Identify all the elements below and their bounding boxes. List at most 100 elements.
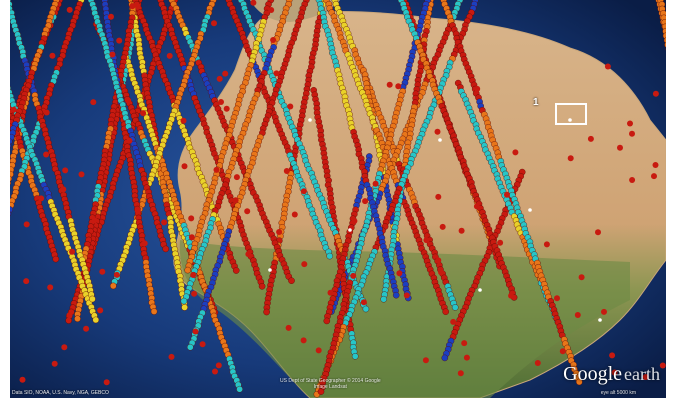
track-point bbox=[326, 252, 334, 260]
station-marker bbox=[348, 228, 352, 232]
track-point bbox=[435, 257, 442, 264]
track-point bbox=[161, 219, 168, 226]
track-point bbox=[233, 174, 240, 181]
track-point bbox=[140, 110, 147, 117]
track-point bbox=[300, 188, 307, 195]
map-view[interactable]: 1 US Dept of State Geographer © 2014 Goo… bbox=[10, 0, 666, 398]
track-point bbox=[60, 186, 67, 193]
track-point bbox=[595, 229, 601, 236]
station-marker bbox=[598, 318, 602, 322]
track-point bbox=[61, 344, 68, 351]
track-point bbox=[78, 171, 85, 178]
track-point bbox=[236, 385, 243, 393]
track-point bbox=[508, 292, 515, 299]
track-point bbox=[392, 291, 400, 299]
track-point bbox=[617, 144, 623, 151]
track-point bbox=[504, 191, 510, 198]
logo-product: earth bbox=[624, 364, 660, 384]
track-point bbox=[372, 180, 379, 187]
track-point bbox=[258, 282, 266, 290]
track-point bbox=[268, 7, 275, 13]
satellite-tracks bbox=[10, 0, 666, 398]
track-point bbox=[89, 295, 96, 303]
track-point bbox=[627, 120, 633, 127]
track-point bbox=[23, 221, 30, 228]
track-point bbox=[659, 362, 666, 369]
track-point bbox=[601, 308, 607, 315]
track-point bbox=[223, 105, 230, 112]
track-point bbox=[69, 248, 76, 255]
track-point bbox=[396, 270, 403, 277]
track-point bbox=[473, 203, 480, 210]
track-point bbox=[423, 237, 430, 244]
track-point bbox=[362, 305, 370, 313]
track-point bbox=[66, 6, 73, 13]
track-point bbox=[83, 325, 90, 332]
track-point bbox=[66, 312, 73, 319]
track-point bbox=[442, 308, 450, 316]
track-point bbox=[116, 37, 123, 44]
track-point bbox=[291, 211, 298, 218]
track-point bbox=[181, 163, 188, 170]
track-point bbox=[113, 271, 120, 278]
track-point bbox=[97, 307, 104, 314]
track-point bbox=[213, 166, 220, 173]
track-point bbox=[188, 215, 195, 222]
track-point bbox=[150, 308, 158, 315]
track-point bbox=[10, 85, 11, 91]
track-point bbox=[10, 211, 12, 217]
track-point bbox=[162, 245, 169, 253]
track-point bbox=[578, 274, 585, 281]
track-point bbox=[19, 376, 26, 383]
track-point bbox=[126, 137, 133, 144]
track-point bbox=[62, 167, 69, 174]
track-point bbox=[315, 347, 322, 354]
track-point bbox=[567, 155, 574, 162]
track-point bbox=[51, 360, 58, 367]
track-point bbox=[629, 130, 635, 137]
region-highlight-box[interactable] bbox=[555, 103, 587, 125]
track-point bbox=[323, 317, 331, 325]
track-point bbox=[129, 3, 136, 10]
google-earth-logo: Google earth bbox=[563, 363, 660, 386]
track-point bbox=[65, 317, 73, 324]
track-point bbox=[283, 168, 290, 174]
track-point bbox=[188, 234, 195, 241]
station-marker bbox=[528, 208, 532, 212]
track-point bbox=[512, 149, 519, 156]
track-point bbox=[474, 85, 481, 92]
track-point bbox=[450, 318, 457, 325]
track-point bbox=[497, 239, 504, 246]
track-point bbox=[439, 223, 446, 230]
track-point bbox=[108, 13, 114, 20]
track-point bbox=[92, 316, 100, 324]
track-point bbox=[199, 341, 206, 348]
track-point bbox=[141, 240, 148, 247]
track-point bbox=[651, 173, 657, 180]
track-point bbox=[10, 175, 12, 182]
track-point bbox=[380, 295, 388, 303]
track-point bbox=[10, 206, 13, 213]
track-point bbox=[270, 37, 277, 43]
track-point bbox=[191, 290, 198, 297]
station-marker bbox=[308, 118, 312, 122]
track-point bbox=[461, 340, 468, 347]
track-point bbox=[351, 218, 358, 224]
track-point bbox=[395, 83, 402, 90]
satellite-map bbox=[10, 0, 666, 398]
track-point bbox=[215, 362, 222, 369]
track-point bbox=[134, 3, 141, 9]
track-point bbox=[574, 312, 581, 318]
track-point bbox=[125, 97, 132, 104]
eye-altitude-readout: eye alt 5000 km bbox=[600, 390, 636, 396]
track-point bbox=[190, 272, 197, 278]
track-point bbox=[166, 52, 173, 59]
track-point bbox=[609, 352, 616, 359]
track-point bbox=[110, 282, 117, 290]
track-point bbox=[181, 304, 188, 311]
track-point bbox=[463, 354, 470, 361]
track-point bbox=[38, 195, 45, 202]
track-point bbox=[403, 292, 410, 299]
track-point bbox=[134, 208, 141, 214]
track-point bbox=[216, 75, 223, 82]
